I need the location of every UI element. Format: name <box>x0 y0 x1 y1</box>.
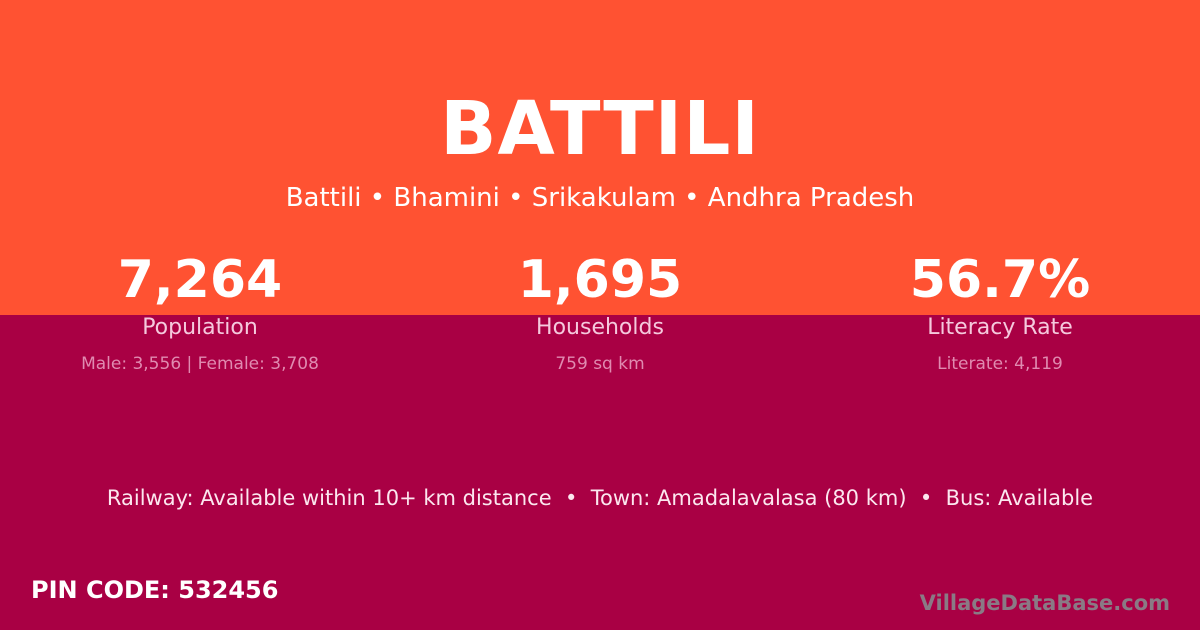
stat-value: 1,695 <box>517 250 683 310</box>
stat-label: Literacy Rate <box>927 315 1073 340</box>
stat-value: 56.7% <box>909 250 1091 310</box>
stat-label: Population <box>142 315 258 340</box>
stat-detail: 759 sq km <box>555 354 645 374</box>
stat-detail: Male: 3,556 | Female: 3,708 <box>81 354 319 374</box>
header-band <box>0 0 1200 315</box>
page-title: BATTILI <box>440 86 760 172</box>
stat-value: 7,264 <box>117 250 283 310</box>
location-breadcrumb: Battili • Bhamini • Srikakulam • Andhra … <box>285 183 915 213</box>
brand-logo: VillageDataBase.com <box>919 591 1170 615</box>
pin-code: PIN CODE: 532456 <box>31 576 279 604</box>
stat-detail: Literate: 4,119 <box>937 354 1063 374</box>
connectivity-info: Railway: Available within 10+ km distanc… <box>106 486 1094 510</box>
stat-label: Households <box>536 315 664 340</box>
